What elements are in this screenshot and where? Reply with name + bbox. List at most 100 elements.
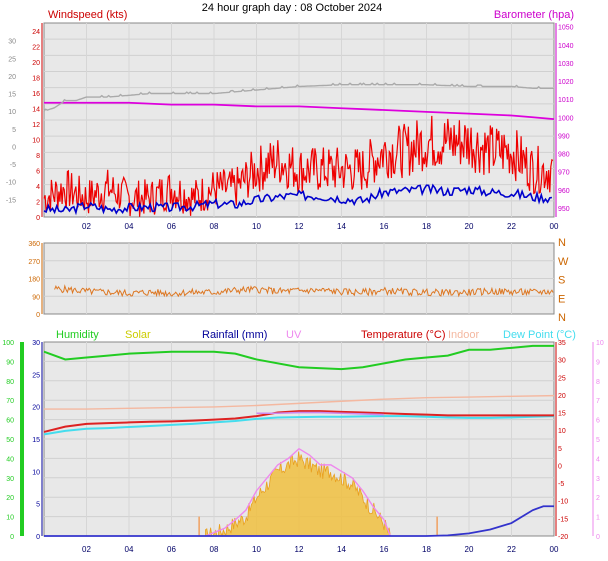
temp-tick-label: 5 xyxy=(558,446,562,453)
baro-tick-label: 1050 xyxy=(558,25,574,32)
rain-tick-label: 25 xyxy=(32,372,40,379)
wind-tick-label: 20 xyxy=(32,60,40,67)
x-tick-label: 02 xyxy=(82,222,91,231)
wind-tick-label: 8 xyxy=(36,153,40,160)
wind-series xyxy=(43,82,555,217)
direction-series xyxy=(54,284,554,298)
chart-title: 24 hour graph day : 08 October 2024 xyxy=(202,2,382,14)
series-temperature-grey xyxy=(43,82,554,112)
wind-tick-label: 4 xyxy=(36,184,40,191)
uv-tick-label: 4 xyxy=(596,456,600,463)
humidity-tick-label: 90 xyxy=(6,359,14,366)
legend-item: Dew Point (°C) xyxy=(503,329,576,341)
direction-tick-label: 360 xyxy=(28,241,40,248)
series-temperature xyxy=(43,410,554,433)
x-tick-label: 12 xyxy=(295,222,304,231)
wind-tick-label: 12 xyxy=(32,122,40,129)
x-tick-label: 20 xyxy=(465,545,474,554)
wind-tick-label: 18 xyxy=(32,75,40,82)
x-tick-label: 00 xyxy=(550,545,559,554)
multi-series xyxy=(43,344,555,537)
rain-tick-label: 5 xyxy=(36,502,40,509)
temp-tick-label: 25 xyxy=(558,375,566,382)
rain-tick-label: 10 xyxy=(32,469,40,476)
x-tick-label: 06 xyxy=(167,545,176,554)
humidity-tick-label: 100 xyxy=(2,340,14,347)
humidity-tick-label: 20 xyxy=(6,495,14,502)
x-tick-label: 16 xyxy=(380,222,389,231)
legend-item: Indoor xyxy=(448,329,480,341)
series-uv-temp xyxy=(256,411,385,416)
x-tick-label: 20 xyxy=(465,222,474,231)
legend-item: Humidity xyxy=(56,329,99,341)
uv-tick-label: 8 xyxy=(596,379,600,386)
temp-tick-label: 35 xyxy=(558,340,566,347)
x-tick-label: 10 xyxy=(252,545,261,554)
x-tick-label: 08 xyxy=(210,222,219,231)
baro-tick-label: 980 xyxy=(558,152,570,159)
wind-tick-label: 24 xyxy=(32,29,40,36)
wind-tick-label: 6 xyxy=(36,168,40,175)
temp-tick-label: -5 xyxy=(558,481,564,488)
series-uv xyxy=(205,447,392,537)
humidity-tick-label: 60 xyxy=(6,418,14,425)
humidity-tick-label: 80 xyxy=(6,379,14,386)
uv-tick-label: 6 xyxy=(596,418,600,425)
compass-label: E xyxy=(558,293,565,305)
panel-wind: Windspeed (kts) Barometer (hpa) 24222018… xyxy=(6,9,574,231)
x-tick-label: 10 xyxy=(252,222,261,231)
humidity-tick-label: 50 xyxy=(6,437,14,444)
x-tick-label: 12 xyxy=(295,545,304,554)
temp-tick-label: 30 xyxy=(558,358,566,365)
x-tick-label: 02 xyxy=(82,545,91,554)
uv-tick-label: 9 xyxy=(596,359,600,366)
x-tick-label: 22 xyxy=(507,545,516,554)
baro-tick-label: 970 xyxy=(558,170,570,177)
baro-tick-label: 1030 xyxy=(558,61,574,68)
direction-tick-label: 270 xyxy=(28,259,40,266)
temp-tick-label: -15 xyxy=(558,516,568,523)
temp-tick-label: 20 xyxy=(8,74,16,81)
baro-tick-label: 990 xyxy=(558,133,570,140)
humidity-tick-label: 30 xyxy=(6,476,14,483)
temp-tick-label: -10 xyxy=(6,180,16,187)
panel-multi: Humidity Solar Rainfall (mm) UV Temperature … xyxy=(2,329,604,554)
temp-tick-label: 10 xyxy=(8,109,16,116)
x-tick-label: 00 xyxy=(550,222,559,231)
temp-tick-label: 20 xyxy=(558,393,566,400)
uv-tick-label: 3 xyxy=(596,476,600,483)
temp-tick-label: 15 xyxy=(558,411,566,418)
humidity-axis-bar xyxy=(20,342,24,536)
wind-tick-label: 10 xyxy=(32,137,40,144)
temp-tick-label: 0 xyxy=(558,463,562,470)
compass-label: S xyxy=(558,275,565,287)
compass-label: N xyxy=(558,312,566,324)
series-wind-direction xyxy=(54,284,554,298)
uv-tick-label: 7 xyxy=(596,398,600,405)
humidity-tick-label: 40 xyxy=(6,456,14,463)
temp-tick-label: 25 xyxy=(8,56,16,63)
legend-item: Rainfall (mm) xyxy=(202,329,267,341)
uv-tick-label: 1 xyxy=(596,515,600,522)
rain-tick-label: 15 xyxy=(32,437,40,444)
temp-tick-label: -5 xyxy=(10,162,16,169)
humidity-tick-label: 10 xyxy=(6,515,14,522)
baro-tick-label: 960 xyxy=(558,188,570,195)
uv-tick-label: 2 xyxy=(596,495,600,502)
series-wind-average xyxy=(43,183,553,216)
uv-tick-label: 0 xyxy=(596,534,600,541)
temp-tick-label: 15 xyxy=(8,92,16,99)
rain-tick-label: 20 xyxy=(32,405,40,412)
wind-tick-label: 22 xyxy=(32,44,40,51)
temp-tick-label: 5 xyxy=(12,127,16,134)
x-tick-label: 16 xyxy=(380,545,389,554)
series-indoor xyxy=(44,394,555,410)
series-wind-gust xyxy=(43,115,554,217)
baro-tick-label: 950 xyxy=(558,206,570,213)
direction-tick-label: 180 xyxy=(28,277,40,284)
baro-tick-label: 1020 xyxy=(558,79,574,86)
legend-item: UV xyxy=(286,329,302,341)
humidity-tick-label: 70 xyxy=(6,398,14,405)
wind-tick-label: 2 xyxy=(36,199,40,206)
